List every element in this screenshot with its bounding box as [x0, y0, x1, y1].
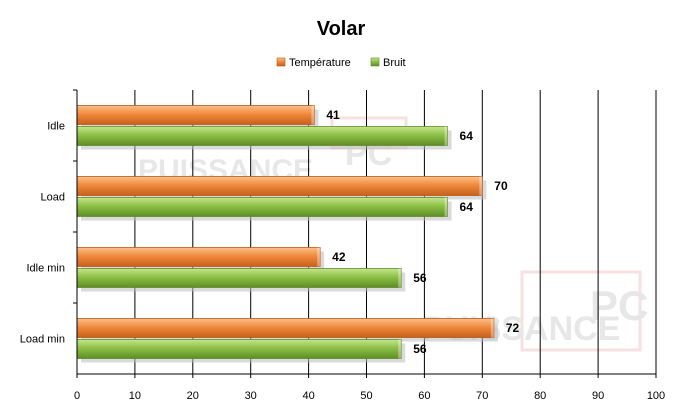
- x-tick-label-20: 20: [187, 390, 199, 402]
- chart-title: Volar: [317, 18, 366, 40]
- bar-bruit-idle: [76, 126, 448, 146]
- data-label-bruit-idle-min: 56: [413, 271, 427, 285]
- bar-temp-rature-idle-min: [76, 247, 321, 267]
- data-label-temp-rature-idle: 41: [326, 108, 340, 122]
- data-label-temp-rature-load: 70: [494, 179, 508, 193]
- bars: [76, 105, 498, 363]
- watermark-box-2: [520, 270, 642, 352]
- data-label-bruit-load-min: 56: [413, 342, 427, 356]
- bar-bruit-load: [76, 197, 448, 217]
- bar-cap-temp-rature-load: [479, 176, 483, 196]
- y-category-label-idle: Idle: [47, 121, 65, 133]
- bar-cap-bruit-idle: [444, 126, 448, 146]
- legend-swatch-temperature: [276, 57, 286, 67]
- x-tick-label-90: 90: [592, 390, 604, 402]
- bar-cap-bruit-load-min: [398, 339, 402, 359]
- x-tick-label-70: 70: [476, 390, 488, 402]
- legend-swatch-bruit: [370, 57, 380, 67]
- data-label-bruit-idle: 64: [460, 129, 474, 143]
- data-label-bruit-load: 64: [460, 200, 474, 214]
- x-tick-label-100: 100: [647, 390, 665, 402]
- data-label-temp-rature-idle-min: 42: [332, 250, 346, 264]
- x-tick-label-10: 10: [129, 390, 141, 402]
- bar-cap-temp-rature-load-min: [490, 318, 494, 338]
- y-category-label-load: Load: [41, 192, 65, 204]
- bar-bruit-load-min: [76, 339, 402, 359]
- x-tick-label-50: 50: [360, 390, 372, 402]
- bar-cap-bruit-load: [444, 197, 448, 217]
- x-tick-label-0: 0: [74, 390, 80, 402]
- y-category-label-idle-min: Idle min: [26, 263, 65, 275]
- y-category-label-load-min: Load min: [20, 334, 65, 346]
- bar-cap-temp-rature-idle-min: [317, 247, 321, 267]
- x-tick-label-40: 40: [302, 390, 314, 402]
- bar-temp-rature-load: [76, 176, 483, 196]
- legend-label-bruit: Bruit: [383, 57, 406, 69]
- data-labels: 41 64 70 64 42 56 72 56: [326, 108, 519, 356]
- legend: Température Bruit: [276, 57, 406, 69]
- axes: 0 10 20 30 40 50 60 70 80 90 100 Idle Load Idle min Lo…: [20, 89, 665, 402]
- x-tick-label-30: 30: [245, 390, 257, 402]
- data-label-temp-rature-load-min: 72: [506, 321, 520, 335]
- legend-label-temperature: Température: [289, 57, 351, 69]
- bar-bruit-idle-min: [76, 268, 402, 288]
- bar-temp-rature-load-min: [76, 318, 495, 338]
- bar-temp-rature-idle: [76, 105, 315, 125]
- x-tick-label-80: 80: [534, 390, 546, 402]
- x-tick-label-60: 60: [418, 390, 430, 402]
- watermark: PUISSANCE PC PUISSANCE PC: [138, 116, 648, 352]
- watermark-text-2b: PC: [590, 282, 648, 329]
- bar-cap-temp-rature-idle: [311, 105, 315, 125]
- bar-cap-bruit-idle-min: [398, 268, 402, 288]
